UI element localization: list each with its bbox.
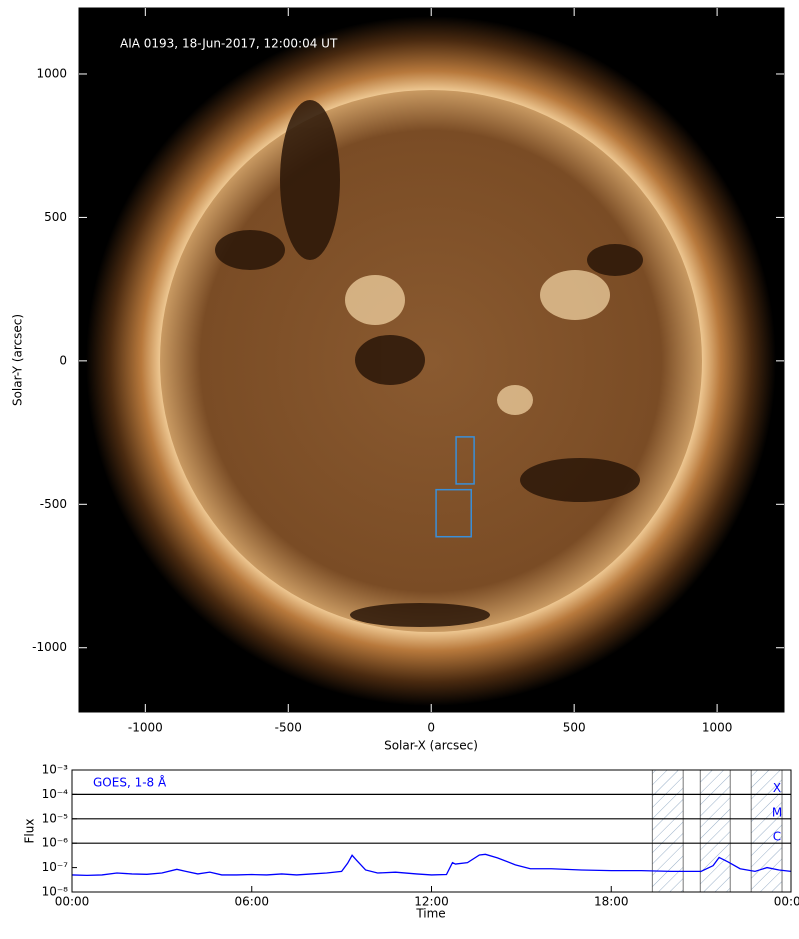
y-tick-label: 0: [59, 353, 67, 367]
y-axis-label: Flux: [23, 819, 37, 844]
y-tick-label: 10⁻⁷: [42, 860, 69, 874]
solar-disk: [160, 90, 702, 632]
x-tick-label: 18:00: [594, 895, 629, 909]
x-tick-label: 06:00: [234, 895, 269, 909]
x-tick-label: 1000: [702, 721, 733, 735]
y-tick-label: 10⁻⁶: [42, 836, 69, 850]
y-tick-label: 10⁻³: [42, 763, 69, 777]
y-tick-label: 10⁻⁵: [42, 811, 69, 825]
region-box: [435, 488, 472, 538]
goes-annotation: GOES, 1-8 Å: [93, 775, 167, 790]
image-annotation: AIA 0193, 18-Jun-2017, 12:00:04 UT: [120, 37, 338, 51]
flare-class-label: X: [773, 781, 781, 795]
x-axis-label: Time: [415, 907, 445, 921]
x-tick-label: -1000: [128, 721, 163, 735]
y-tick-label: 10⁻⁸: [42, 885, 69, 899]
flare-class-label: C: [773, 830, 781, 844]
y-tick-label: 500: [44, 210, 67, 224]
shaded-interval: [651, 769, 684, 893]
x-tick-label: 12:00: [414, 895, 449, 909]
shaded-interval: [699, 769, 731, 893]
x-tick-label: 00:00: [774, 895, 799, 909]
x-axis-label: Solar-X (arcsec): [384, 739, 478, 753]
x-tick-label: 00:00: [55, 895, 90, 909]
dark-regions: [215, 100, 643, 627]
y-tick-label: 1000: [36, 66, 67, 80]
y-tick-label: -1000: [32, 640, 67, 654]
x-tick-label: 0: [427, 721, 435, 735]
goes-flux-line: [71, 853, 792, 877]
x-tick-label: 500: [563, 721, 586, 735]
x-tick-label: -500: [275, 721, 302, 735]
y-tick-label: -500: [40, 497, 67, 511]
y-axis-label: Solar-Y (arcsec): [11, 314, 25, 406]
flare-class-label: M: [772, 805, 782, 819]
bright-regions: [345, 270, 610, 415]
region-box: [455, 436, 475, 485]
y-tick-label: 10⁻⁴: [42, 787, 69, 801]
